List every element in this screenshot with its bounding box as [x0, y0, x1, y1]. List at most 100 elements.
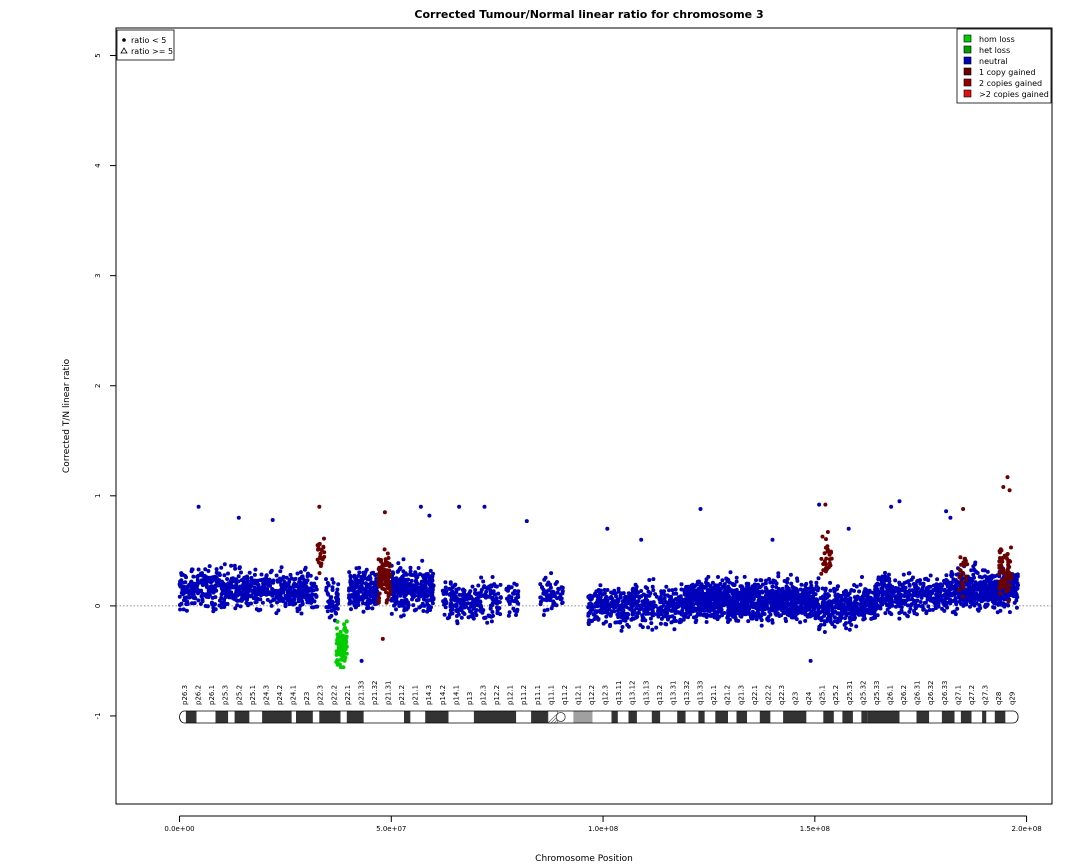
data-point [553, 582, 558, 586]
data-point [758, 615, 763, 620]
data-point [854, 597, 859, 602]
data-point [257, 588, 262, 593]
data-point [961, 507, 966, 511]
data-point [240, 597, 245, 602]
data-point [904, 580, 909, 585]
data-point [1008, 577, 1013, 582]
data-point [901, 572, 906, 577]
x-tick-label: 2.0e+08 [1011, 825, 1041, 833]
data-point [283, 581, 288, 586]
data-point [363, 576, 368, 581]
data-point [897, 616, 902, 621]
data-point [818, 623, 823, 627]
data-point [293, 601, 298, 606]
data-point [753, 613, 758, 618]
data-point [279, 584, 284, 589]
data-point [673, 597, 678, 601]
data-point [820, 586, 825, 591]
data-point [184, 586, 189, 591]
data-point [784, 597, 789, 602]
data-point [997, 559, 1002, 564]
data-point [824, 537, 828, 542]
data-point [514, 596, 519, 601]
data-point [293, 576, 298, 581]
data-point [344, 651, 349, 656]
data-point [818, 596, 823, 600]
data-point [264, 581, 269, 586]
data-point [609, 604, 614, 609]
data-point [366, 575, 371, 580]
data-point [697, 589, 702, 594]
data-point [667, 588, 671, 593]
data-point [670, 614, 675, 619]
data-point [231, 579, 236, 584]
data-point [257, 578, 262, 583]
data-point [771, 591, 775, 596]
data-point [590, 618, 595, 623]
data-point [178, 584, 183, 589]
data-point [819, 571, 824, 576]
data-point [645, 598, 650, 603]
data-point [965, 562, 970, 567]
data-point [784, 600, 789, 605]
data-point [254, 588, 259, 593]
data-point [340, 638, 345, 643]
data-point [422, 597, 427, 602]
data-point [277, 598, 282, 603]
data-point [211, 590, 216, 595]
data-point [258, 607, 263, 612]
data-point [838, 601, 842, 606]
data-point [859, 603, 864, 608]
data-point [799, 604, 804, 608]
data-point [283, 596, 288, 601]
data-point [750, 609, 755, 614]
data-point [785, 577, 790, 581]
data-point [234, 598, 239, 602]
data-point [430, 601, 435, 606]
data-point [210, 600, 214, 605]
data-point [1004, 583, 1009, 588]
data-point [934, 587, 939, 592]
data-point [426, 603, 431, 608]
data-point [809, 583, 814, 588]
data-point [958, 555, 963, 560]
data-point [913, 604, 918, 609]
data-point [838, 618, 842, 623]
data-point [997, 596, 1002, 601]
data-point [911, 589, 916, 594]
data-point [183, 596, 188, 601]
data-point [788, 594, 793, 599]
data-point [419, 589, 424, 594]
data-point [1002, 580, 1007, 585]
data-point [586, 611, 591, 616]
data-point [968, 604, 972, 609]
data-point [229, 563, 234, 568]
data-point [967, 597, 971, 602]
data-point [774, 585, 779, 589]
data-point [934, 592, 939, 597]
data-point [382, 547, 387, 552]
data-point [827, 563, 832, 568]
data-point [381, 576, 386, 580]
data-point [214, 567, 219, 572]
data-point [474, 596, 479, 601]
data-point [464, 604, 469, 609]
data-point [593, 592, 597, 597]
data-point [334, 649, 339, 654]
data-point [353, 602, 358, 607]
data-point [427, 513, 432, 518]
data-point [468, 609, 472, 614]
data-point [295, 606, 300, 611]
data-point [967, 585, 972, 590]
data-point [631, 587, 636, 592]
data-point [347, 601, 352, 606]
data-point [590, 607, 595, 612]
data-point [476, 583, 481, 588]
data-point [858, 608, 863, 613]
data-point [192, 601, 197, 606]
data-point [302, 594, 307, 599]
data-point [724, 576, 729, 581]
data-point [328, 595, 333, 600]
data-point [334, 641, 339, 646]
data-point [179, 580, 184, 585]
